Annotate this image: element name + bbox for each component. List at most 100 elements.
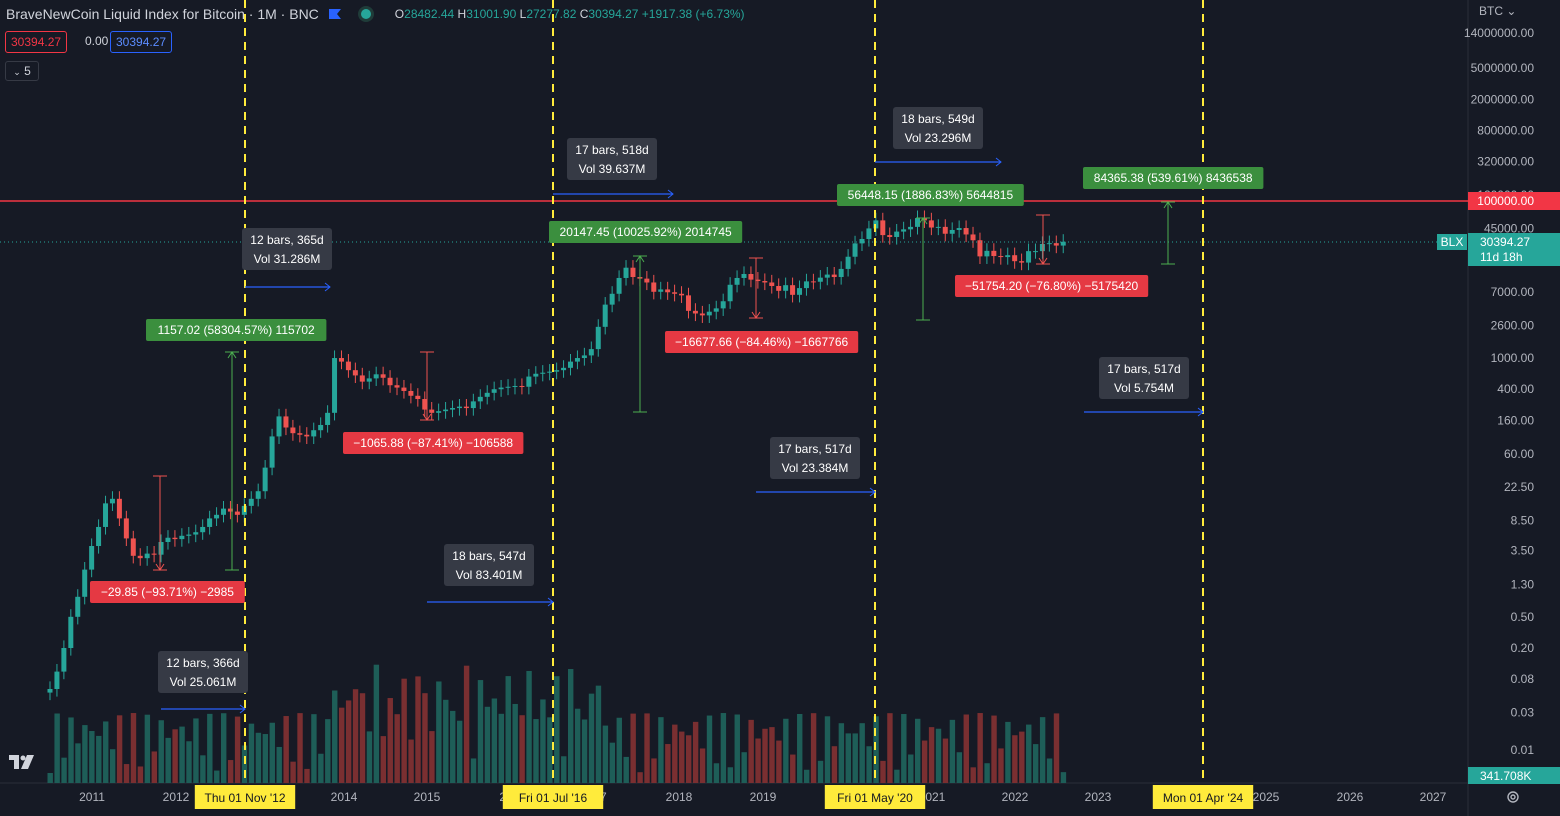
range-label-box[interactable]	[665, 331, 859, 353]
volume-bar	[998, 748, 1004, 783]
volume-bar	[227, 760, 234, 783]
resistance-price-tag[interactable]	[1468, 192, 1560, 210]
volume-bar	[797, 714, 803, 783]
measure-box[interactable]	[893, 107, 983, 149]
volume-bar	[158, 720, 164, 783]
volume-bar	[748, 719, 754, 783]
candle-body	[214, 514, 220, 519]
price-axis[interactable]	[1468, 0, 1560, 816]
volume-bar	[207, 713, 213, 783]
volume-bar	[1032, 744, 1039, 783]
measure-box[interactable]	[242, 228, 332, 270]
candle-body	[311, 430, 317, 437]
candle-body	[290, 427, 296, 434]
volume-bar	[103, 721, 109, 783]
candle-body	[144, 553, 150, 559]
candle-body	[165, 537, 171, 543]
market-status-icon[interactable]	[360, 9, 371, 19]
symbol-tag[interactable]	[1437, 234, 1467, 250]
candle-body	[790, 285, 796, 295]
date-range-arrow-icon	[1197, 407, 1204, 417]
range-label-box[interactable]	[549, 221, 743, 243]
candle-body	[151, 553, 157, 555]
candle-body	[588, 349, 594, 356]
date-range-arrow-icon	[547, 597, 554, 607]
indicator-count: 5	[24, 64, 31, 78]
buy-price-box[interactable]: 30394.27	[110, 31, 173, 53]
measure-box[interactable]	[444, 544, 534, 586]
volume-bar	[241, 745, 248, 783]
candle-body	[54, 671, 60, 689]
volume-bar	[873, 716, 879, 783]
volume-bar	[581, 719, 588, 783]
date-marker-label: Fri 01 May '20	[837, 791, 913, 805]
tradingview-logo-icon[interactable]	[8, 752, 40, 772]
volume-bar	[637, 772, 643, 783]
volume-bar	[269, 722, 275, 783]
volume-bar	[894, 769, 900, 783]
volume-bar	[824, 716, 831, 783]
time-tick-label: 2022	[1002, 790, 1029, 804]
gear-icon[interactable]	[1505, 789, 1521, 805]
date-marker-tag[interactable]	[502, 785, 604, 809]
candle-body	[963, 228, 969, 235]
candle-body	[1032, 251, 1038, 253]
candle-body	[970, 234, 976, 241]
measure-box[interactable]	[1099, 357, 1189, 399]
measure-bars-label: 17 bars, 517d	[778, 442, 851, 456]
range-label-box[interactable]	[90, 581, 245, 603]
volume-bar	[1026, 724, 1032, 783]
candle-body	[297, 433, 303, 435]
range-arrow-icon	[422, 413, 432, 421]
candle-body	[255, 491, 261, 499]
candle-body	[1060, 241, 1066, 246]
volume-bar	[852, 733, 858, 783]
date-marker-tag[interactable]	[824, 785, 926, 809]
range-arrow-icon	[751, 311, 761, 319]
range-arrow-icon	[1163, 201, 1173, 209]
volume-bar	[429, 731, 435, 783]
measure-box[interactable]	[770, 437, 860, 479]
measure-box[interactable]	[567, 138, 657, 180]
volume-bar	[741, 752, 747, 783]
volume-bar	[283, 716, 289, 783]
flag-icon[interactable]	[328, 9, 341, 19]
volume-bar	[408, 739, 414, 783]
volume-bar	[970, 767, 976, 783]
indicators-toggle[interactable]: ⌄ 5	[5, 61, 39, 81]
price-tick-label: 400.00	[1497, 382, 1534, 396]
candle-body	[894, 231, 900, 237]
date-marker-label: Mon 01 Apr '24	[1163, 791, 1244, 805]
candle-body	[373, 374, 379, 379]
candle-body	[797, 288, 803, 295]
range-label-box[interactable]	[1083, 167, 1264, 189]
range-label-box[interactable]	[343, 432, 524, 454]
volume-bar	[276, 746, 282, 783]
volume-bar	[512, 703, 518, 783]
candle-body	[1053, 243, 1059, 246]
candle-body	[651, 282, 657, 292]
candle-body	[602, 304, 608, 327]
volume-bar	[1019, 731, 1025, 783]
candle-body	[193, 532, 199, 535]
date-marker-tag[interactable]	[1152, 785, 1254, 809]
date-range-arrow-icon	[324, 282, 331, 292]
measure-vol-label: Vol 23.296M	[905, 131, 972, 145]
measure-box[interactable]	[158, 651, 248, 693]
volume-bar	[609, 742, 616, 783]
candle-body	[338, 358, 344, 362]
range-label-box[interactable]	[955, 275, 1149, 297]
symbol-title[interactable]: BraveNewCoin Liquid Index for Bitcoin · …	[6, 6, 319, 22]
volume-bar	[401, 678, 407, 783]
candle-body	[512, 385, 518, 387]
candle-body	[137, 555, 143, 559]
date-marker-tag[interactable]	[194, 785, 296, 809]
last-price-tag[interactable]	[1468, 233, 1560, 266]
candle-body	[956, 228, 962, 230]
candle-body	[977, 240, 983, 257]
price-tick-label: 45000.00	[1484, 221, 1534, 235]
range-label-box[interactable]	[146, 319, 327, 341]
range-label-box[interactable]	[837, 184, 1024, 206]
sell-price-box[interactable]: 30394.27	[5, 31, 68, 53]
